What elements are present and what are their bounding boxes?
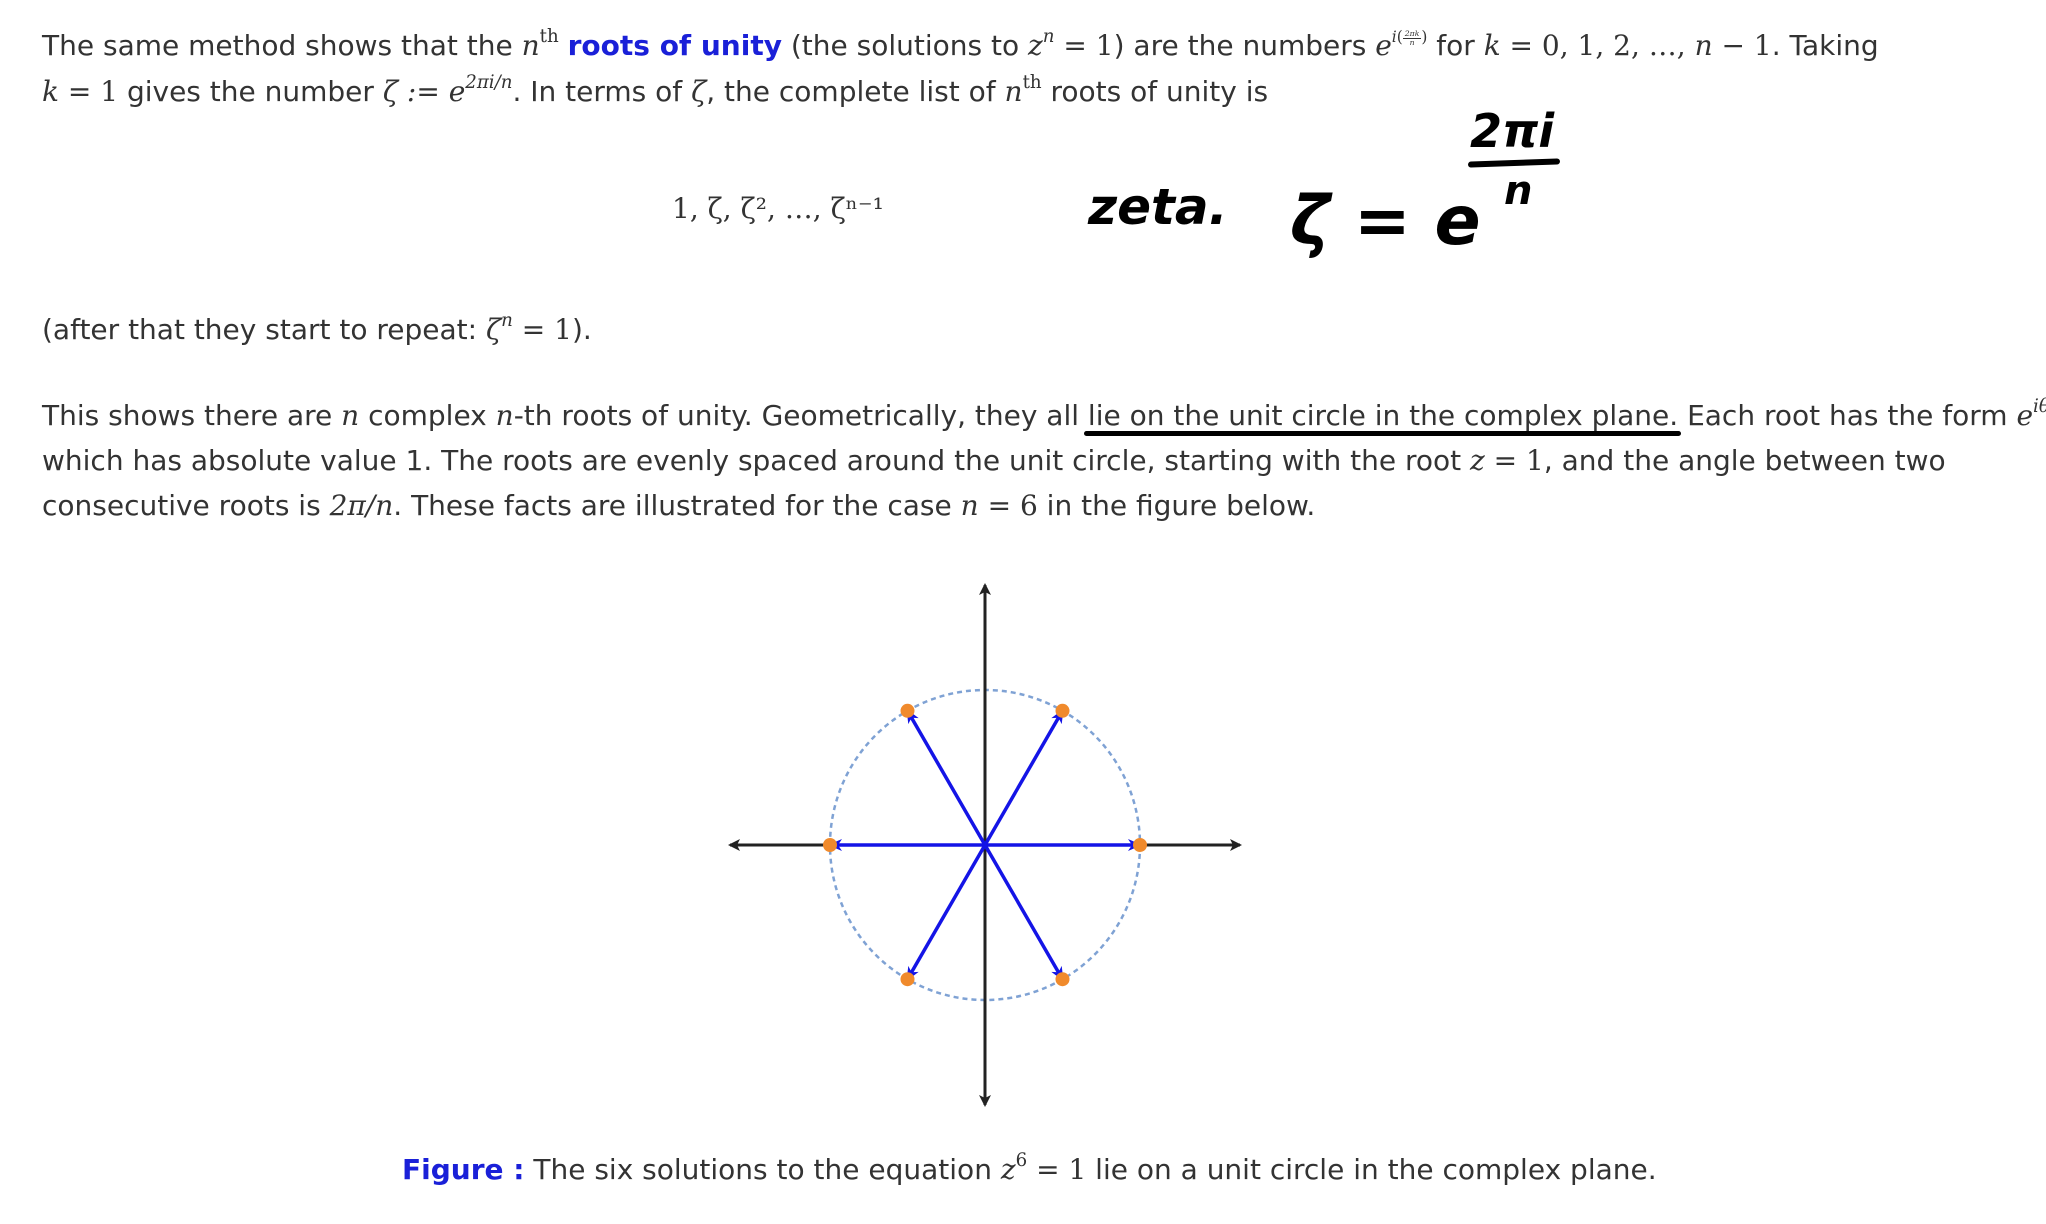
text: in the figure below. [1037, 489, 1316, 522]
math-zeta-exp: 2πi/n [465, 71, 513, 93]
math-n: n [1004, 75, 1023, 108]
math-exp-6: 6 [1015, 1149, 1028, 1171]
text: complex [359, 399, 496, 432]
root-point-5 [1055, 972, 1070, 987]
paragraph-1-line-1: The same method shows that the nth roots… [42, 26, 1879, 66]
math-range: = 0, 1, 2, …, [1500, 29, 1695, 62]
root-vector-1 [983, 709, 1065, 846]
math-n: n [521, 29, 540, 62]
text: . Each root has the form [1669, 399, 2017, 432]
math-n: n [341, 399, 360, 432]
handwritten-zeta-formula: ζ = e [1290, 182, 1481, 261]
math-exponent: i(2πk n) [1391, 28, 1428, 47]
math-k: k [1483, 29, 1501, 62]
math-zeta: ζ [691, 75, 707, 108]
math-eq: = 1 [512, 313, 572, 346]
roots-of-unity-link[interactable]: roots of unity [567, 29, 782, 62]
math-e: e [1375, 29, 1392, 62]
text: -th roots of unity. Geometrically, they … [513, 399, 1088, 432]
text: This shows there are [42, 399, 342, 432]
text: The same method shows that the [42, 29, 522, 62]
root-point-4 [900, 972, 915, 987]
math-exp: iθ [2033, 395, 2046, 417]
math-exp-n: n [501, 309, 513, 331]
text: which has absolute value 1. The roots ar… [42, 444, 1470, 477]
text: gives the number [118, 75, 383, 108]
math-zeta-def: ζ := e [382, 75, 466, 108]
handwritten-zeta-word: zeta. [1088, 178, 1228, 236]
math-z: z [1028, 29, 1043, 62]
math-eq: = 1 [1054, 29, 1114, 62]
text: lie on a unit circle in the complex plan… [1086, 1153, 1657, 1186]
text: (the solutions to [781, 29, 1029, 62]
math-th: th [539, 25, 559, 47]
root-point-0 [1133, 838, 1147, 852]
roots-list-equation: 1, ζ, ζ², …, ζⁿ⁻¹ [672, 192, 884, 225]
root-point-2 [900, 703, 915, 718]
paragraph-3-line-3: consecutive roots is 2π/n. These facts a… [42, 486, 1315, 526]
math-exp-n: n [1042, 25, 1055, 47]
root-vector-4 [905, 844, 987, 981]
math-e: e [2016, 399, 2034, 432]
handwritten-exp-denominator: n [1504, 168, 1533, 214]
text: (after that they start to repeat: [42, 313, 486, 346]
text: ) are the numbers [1113, 29, 1376, 62]
math-z: z [1000, 1153, 1016, 1186]
text: consecutive roots is [42, 489, 330, 522]
math-k: k [42, 75, 59, 108]
math-angle: 2π/n [329, 489, 394, 522]
text: The six solutions to the equation [524, 1153, 1001, 1186]
text: , and the angle between two [1543, 444, 1946, 477]
figure-caption: Figure : The six solutions to the equati… [402, 1150, 1657, 1190]
math-n: n [1694, 29, 1713, 62]
paragraph-3-line-2: which has absolute value 1. The roots ar… [42, 441, 1946, 481]
paragraph-2: (after that they start to repeat: ζn = 1… [42, 310, 592, 350]
handwritten-underline [1083, 431, 1682, 436]
math-eq: = 1 [1027, 1153, 1087, 1186]
text: for [1427, 29, 1484, 62]
math-n: n [495, 399, 514, 432]
text: . These facts are illustrated for the ca… [393, 489, 961, 522]
math-zeta: ζ [485, 313, 502, 346]
figure-label: Figure : [402, 1153, 525, 1186]
root-vector-5 [983, 844, 1065, 981]
math-fraction: 2πk n [1402, 28, 1422, 47]
math-n: n [960, 489, 979, 522]
text: roots of unity is [1041, 75, 1269, 108]
math-th: th [1022, 71, 1042, 93]
math-eq: = 1 [58, 75, 119, 108]
underlined-phrase: lie on the unit circle in the complex pl… [1083, 399, 1682, 436]
text: . In terms of [512, 75, 692, 108]
text: , the complete list of [706, 75, 1005, 108]
text: ). [571, 313, 592, 346]
math-minus-one: − 1 [1712, 29, 1772, 62]
math-eq: = 1 [1484, 444, 1544, 477]
root-point-1 [1055, 703, 1070, 718]
paragraph-3-line-1: This shows there are n complex n-th root… [42, 396, 2046, 436]
paragraph-1-line-2: k = 1 gives the number ζ := e2πi/n. In t… [42, 72, 1268, 112]
math-z: z [1470, 444, 1485, 477]
root-vector-2 [905, 709, 987, 846]
text: . Taking [1771, 29, 1879, 62]
handwritten-exp-numerator: 2πi [1470, 104, 1555, 158]
root-point-3 [823, 838, 837, 852]
math-eq: = 6 [978, 489, 1038, 522]
